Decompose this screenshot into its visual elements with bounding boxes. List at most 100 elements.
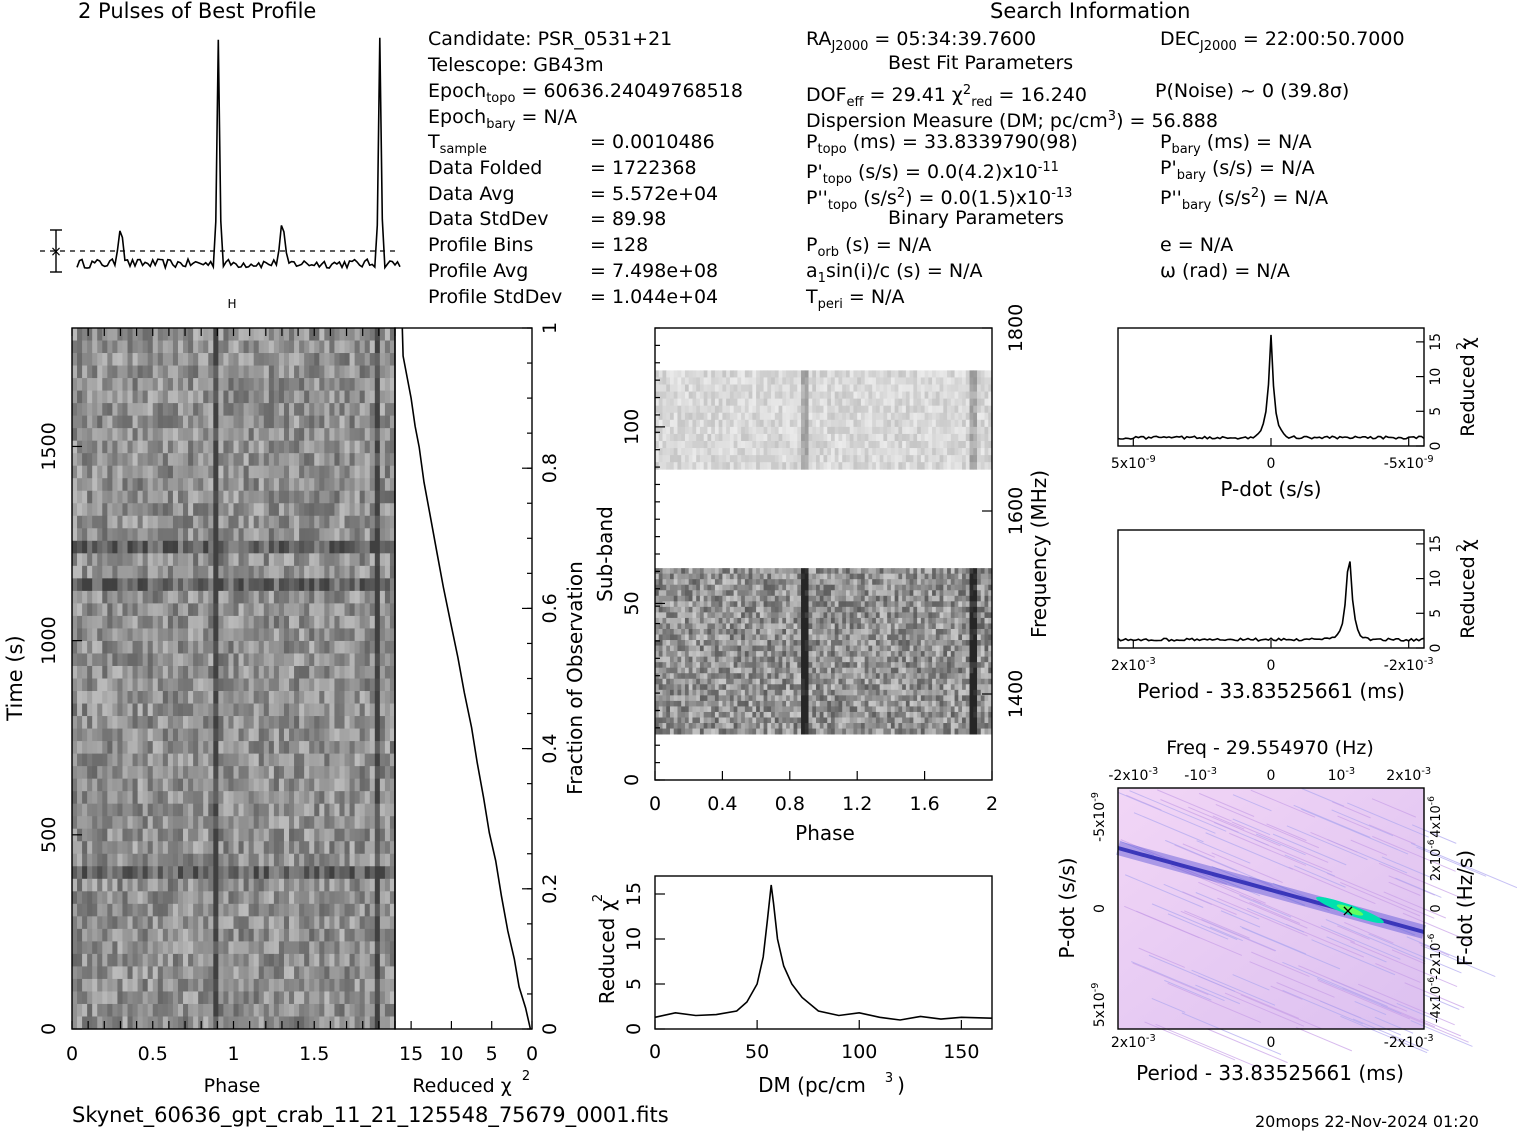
heatmap-cell [384, 578, 391, 592]
heatmap-cell [193, 741, 199, 755]
heatmap-cell [294, 365, 300, 379]
heatmap-cell [172, 415, 179, 429]
heatmap-cell [117, 665, 123, 679]
heatmap-cell [243, 903, 250, 917]
heatmap-cell [369, 503, 376, 517]
subband-cell-high [816, 433, 821, 442]
heatmap-cell [294, 478, 300, 492]
heatmap-cell [177, 653, 184, 667]
heatmap-cell [152, 328, 159, 341]
heatmap-cell [324, 603, 330, 617]
heatmap-cell [289, 503, 295, 517]
heatmap-cell [379, 828, 386, 842]
heatmap-cell [304, 803, 310, 817]
heatmap-cell [193, 553, 199, 567]
heatmap-cell [177, 741, 184, 755]
heatmap-cell [228, 640, 234, 654]
heatmap-cell [77, 565, 83, 579]
subband-cell-high [726, 398, 731, 407]
heatmap-cell [344, 378, 350, 391]
heatmap-cell [102, 828, 108, 842]
heatmap-cell [147, 490, 154, 504]
subband-cell-high [939, 419, 944, 428]
subband-cell-high [658, 384, 663, 392]
subband-cell-high [786, 448, 791, 456]
heatmap-cell [359, 928, 366, 942]
heatmap-cell [374, 816, 381, 830]
heatmap-cell [314, 503, 320, 517]
subband-cell-high [677, 398, 682, 407]
heatmap-cell [198, 716, 204, 729]
heatmap-cell [359, 828, 366, 842]
heatmap-cell [127, 953, 133, 967]
heatmap-cell [87, 816, 93, 830]
subband-cell-high [666, 433, 671, 442]
pdbary-sub: bary [1176, 168, 1206, 183]
heatmap-cell [72, 440, 78, 454]
subband-cell-high [973, 455, 978, 463]
heatmap-cell [112, 415, 118, 429]
heatmap-cell [167, 615, 174, 629]
heatmap-cell [107, 941, 113, 955]
heatmap-cell [142, 653, 149, 667]
heatmap-cell [248, 841, 255, 855]
heatmap-cell [198, 453, 204, 467]
subband-cell-high [722, 433, 727, 442]
subband-cell-high [947, 448, 952, 456]
heatmap-cell [389, 841, 396, 855]
heatmap-cell [92, 878, 98, 892]
heatmap-cell [354, 991, 361, 1005]
subband-cell-high [879, 398, 884, 407]
heatmap-cell [243, 615, 250, 629]
subband-cell-high [977, 455, 982, 463]
heatmap-cell [77, 578, 83, 592]
heatmap-cell [253, 841, 260, 855]
heatmap-cell [203, 978, 209, 992]
heatmap-cell [389, 691, 396, 704]
heatmap-cell [147, 716, 154, 729]
heatmap-cell [157, 565, 164, 579]
subband-cell-high [782, 448, 787, 456]
subband-cell-high [789, 377, 794, 385]
heatmap-cell [349, 716, 356, 729]
subband-cell-high [786, 441, 791, 449]
subband-cell-high [962, 398, 967, 407]
heatmap-cell [112, 603, 118, 617]
heatmap-cell [213, 515, 219, 529]
heatmap-cell [263, 928, 270, 942]
heatmap-cell [203, 490, 209, 504]
heatmap-cell [253, 916, 260, 930]
subband-cell-high [947, 370, 952, 378]
subband-cell-high [789, 455, 794, 463]
heatmap-cell [329, 478, 335, 492]
heatmap-cell [248, 615, 255, 629]
heatmap-cell [97, 478, 103, 492]
subband-cell-high [658, 426, 663, 435]
ra-label: RA [806, 28, 832, 50]
heatmap-cell [369, 603, 376, 617]
pnoise-line: P(Noise) ~ 0 (39.8σ) [1155, 80, 1350, 102]
heatmap-cell [203, 590, 209, 604]
heatmap-cell [183, 966, 189, 980]
subband-cell-high [666, 405, 671, 414]
heatmap-cell [248, 628, 255, 642]
heatmap-cell [102, 903, 108, 917]
heatmap-cell [359, 665, 366, 679]
heatmap-cell [147, 378, 154, 391]
subband-cell-high [703, 441, 708, 449]
heatmap-cell [324, 691, 330, 704]
heatmap-cell [314, 678, 320, 692]
subband-cell-high [703, 405, 708, 414]
dm-line: Dispersion Measure (DM; pc/cm3) = 56.888 [806, 106, 1218, 132]
heatmap-cell [263, 816, 270, 830]
heatmap-cell [208, 966, 214, 980]
subband-cell-high [655, 391, 660, 400]
subband-cell-high [789, 426, 794, 435]
subband-cell-high [718, 419, 723, 428]
heatmap-cell [102, 841, 108, 855]
heatmap-cell [289, 1003, 295, 1017]
heatmap-cell [283, 665, 290, 679]
heatmap-cell [384, 991, 391, 1005]
subband-cell-high [696, 426, 701, 435]
heatmap-cell [167, 515, 174, 529]
